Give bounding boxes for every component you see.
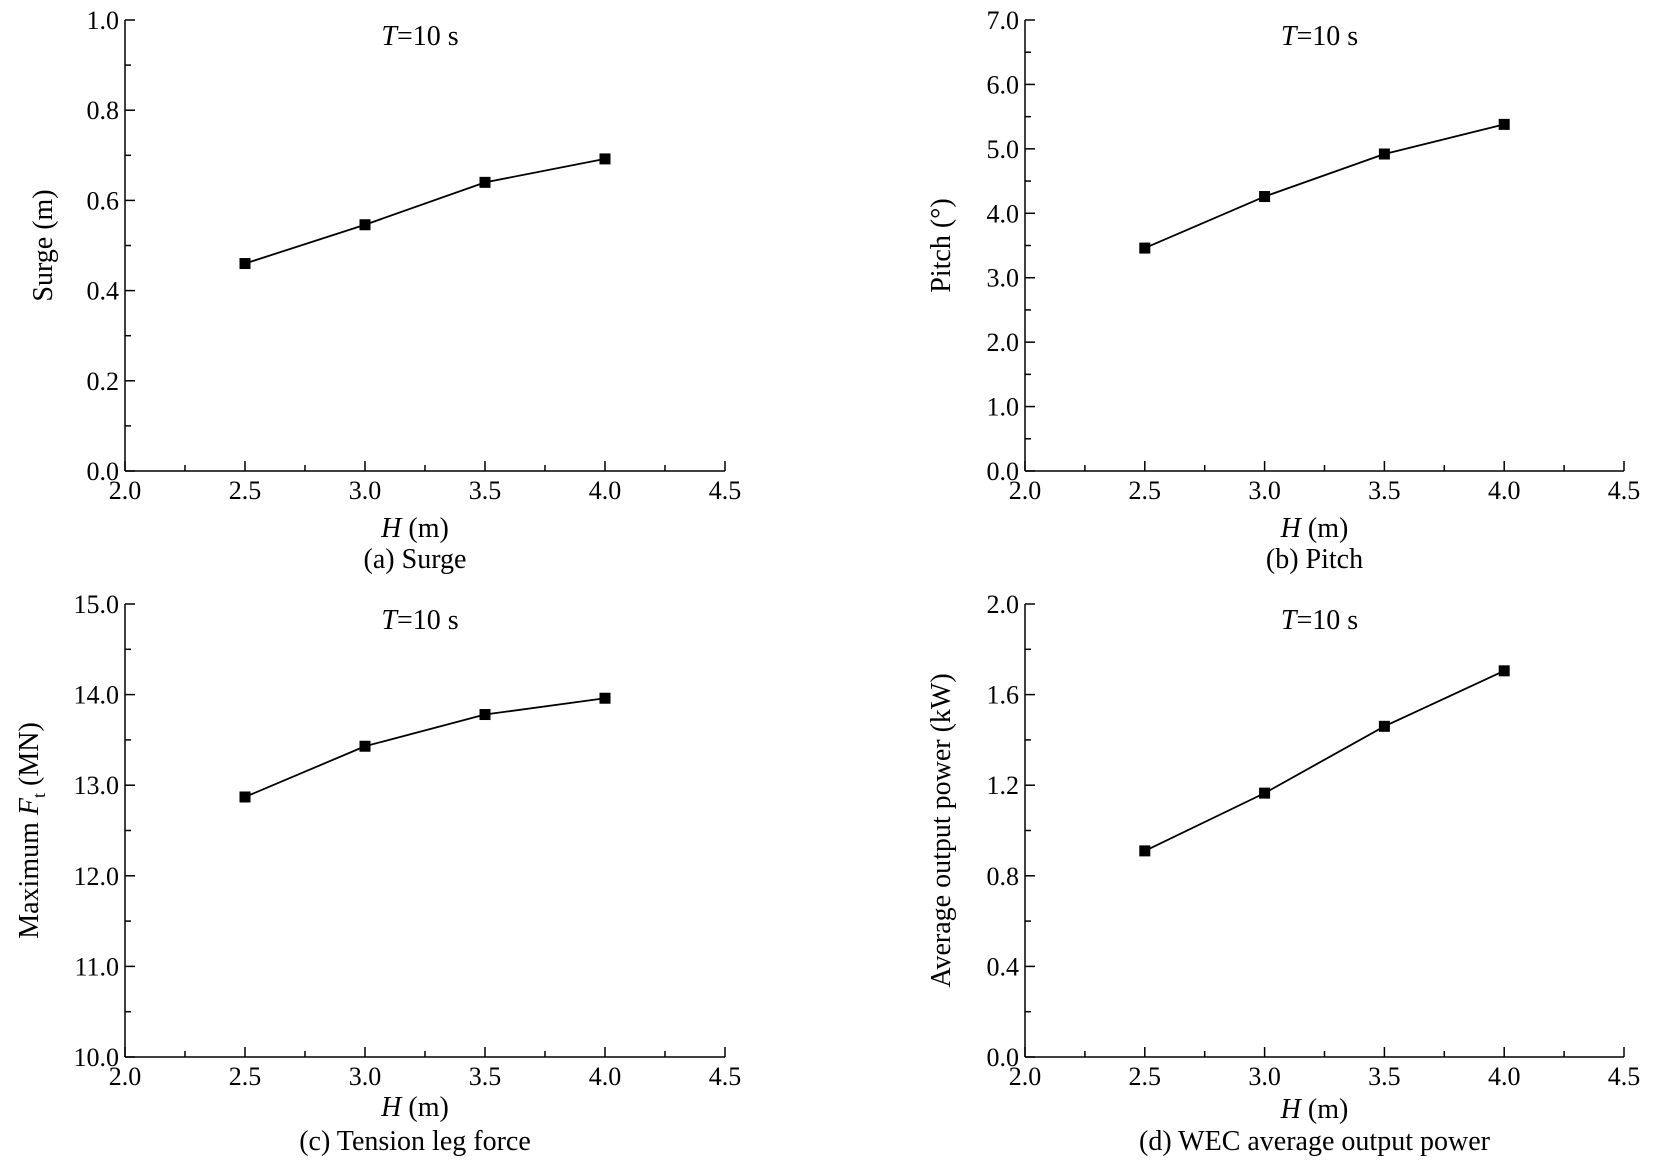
data-point-marker [599,692,611,704]
y-axis-label: Maximum Ft (MN) [14,722,49,939]
x-tick-label: 4.5 [1608,1062,1641,1091]
x-tick-label: 2.5 [1129,1062,1162,1091]
data-point-marker [239,258,251,270]
x-tick-label: 3.0 [349,476,382,505]
x-tick-label: 3.5 [469,476,502,505]
y-tick-label: 12.0 [74,862,120,891]
y-tick-label: 0.6 [87,186,120,215]
series-line [1144,670,1505,852]
y-tick-label: 0.4 [987,952,1020,981]
data-point-marker [1378,720,1390,732]
x-tick-label: 4.5 [1608,476,1641,505]
data-point-marker [1498,665,1510,677]
y-tick-label: 1.0 [987,393,1020,422]
period-annotation: T=10 s [1281,21,1358,52]
y-tick-label: 1.6 [987,681,1020,710]
x-tick-label: 3.5 [1368,476,1401,505]
y-tick-label: 14.0 [74,681,120,710]
data-point-marker [359,219,371,231]
y-tick-label: 13.0 [74,771,120,800]
x-tick-label: 2.5 [229,1062,262,1091]
x-tick-label: 3.0 [1248,476,1281,505]
data-point-marker [599,153,611,165]
y-tick-label: 5.0 [987,135,1020,164]
chart-panel-2: 2.0 2.5 3.0 3.5 4.0 4.5 10.0 11.0 12.0 13.0 14.0 15… [14,590,741,1157]
period-annotation: T=10 s [381,605,458,636]
y-tick-label: 0.0 [87,457,120,486]
chart-panel-3: 2.0 2.5 3.0 3.5 4.0 4.5 0.0 0.4 0.8 1.2 1.6 2.0 T=10… [926,590,1640,1157]
x-axis-label: H (m) [380,1092,449,1123]
x-tick-label: 4.0 [1488,476,1521,505]
data-point-marker [1259,787,1271,799]
y-tick-label: 0.8 [987,862,1020,891]
y-tick-label: 2.0 [987,328,1020,357]
data-point-marker [359,740,371,752]
y-tick-label: 2.0 [987,590,1020,619]
x-tick-label: 3.5 [469,1062,502,1091]
y-axis-label: Surge (m) [28,189,59,301]
data-point-marker [239,791,251,803]
y-tick-label: 0.0 [987,1043,1020,1072]
x-tick-label: 4.0 [1488,1062,1521,1091]
panel-caption: (d) WEC average output power [1139,1126,1491,1157]
series-line [1144,123,1505,249]
chart-panel-1: 2.0 2.5 3.0 3.5 4.0 4.5 0.0 1.0 2.0 3.0 4.0 5.0 6.0 7… [926,6,1640,575]
panel-caption: (b) Pitch [1266,544,1363,575]
x-tick-label: 2.5 [1129,476,1162,505]
data-point-marker [1498,118,1510,130]
y-axis-label: Average output power (kW) [926,673,957,987]
series-line [244,158,606,265]
x-tick-label: 2.5 [229,476,262,505]
y-tick-label: 6.0 [987,70,1020,99]
y-tick-label: 0.2 [87,367,120,396]
x-tick-label: 4.0 [589,476,622,505]
period-annotation: T=10 s [381,21,458,52]
x-axis-label: H (m) [380,513,449,544]
panel-caption: (c) Tension leg force [299,1126,531,1157]
y-tick-label: 0.0 [987,457,1020,486]
x-axis-label: H (m) [1280,513,1349,544]
chart-panel-0: 2.0 2.5 3.0 3.5 4.0 4.5 0.0 0.2 0.4 0.6 0.8 1.0 T=10… [28,6,741,575]
x-tick-label: 2.0 [109,476,142,505]
y-tick-label: 7.0 [987,6,1020,35]
data-point-marker [1139,242,1151,254]
x-tick-label: 3.0 [1248,1062,1281,1091]
x-axis-label: H (m) [1280,1094,1349,1125]
x-tick-label: 4.5 [709,1062,742,1091]
y-tick-label: 1.0 [87,6,120,35]
x-tick-label: 2.0 [1009,1062,1042,1091]
data-point-marker [1259,191,1271,203]
data-point-marker [1139,845,1151,857]
data-point-marker [1378,148,1390,160]
y-tick-label: 0.8 [87,96,120,125]
y-axis-label: Pitch (°) [926,198,957,292]
y-tick-label: 15.0 [74,590,120,619]
x-tick-label: 3.5 [1368,1062,1401,1091]
y-tick-label: 3.0 [987,264,1020,293]
y-tick-label: 1.2 [987,771,1020,800]
data-point-marker [479,709,491,721]
y-tick-label: 11.0 [74,952,119,981]
x-tick-label: 4.5 [709,476,742,505]
y-tick-label: 4.0 [987,199,1020,228]
x-tick-label: 2.0 [1009,476,1042,505]
data-point-marker [479,176,491,188]
x-tick-label: 3.0 [349,1062,382,1091]
y-tick-label: 10.0 [74,1043,120,1072]
series-line [244,697,606,798]
panel-caption: (a) Surge [364,544,467,575]
x-tick-label: 4.0 [589,1062,622,1091]
y-tick-label: 0.4 [87,277,120,306]
period-annotation: T=10 s [1281,605,1358,636]
x-tick-label: 2.0 [109,1062,142,1091]
